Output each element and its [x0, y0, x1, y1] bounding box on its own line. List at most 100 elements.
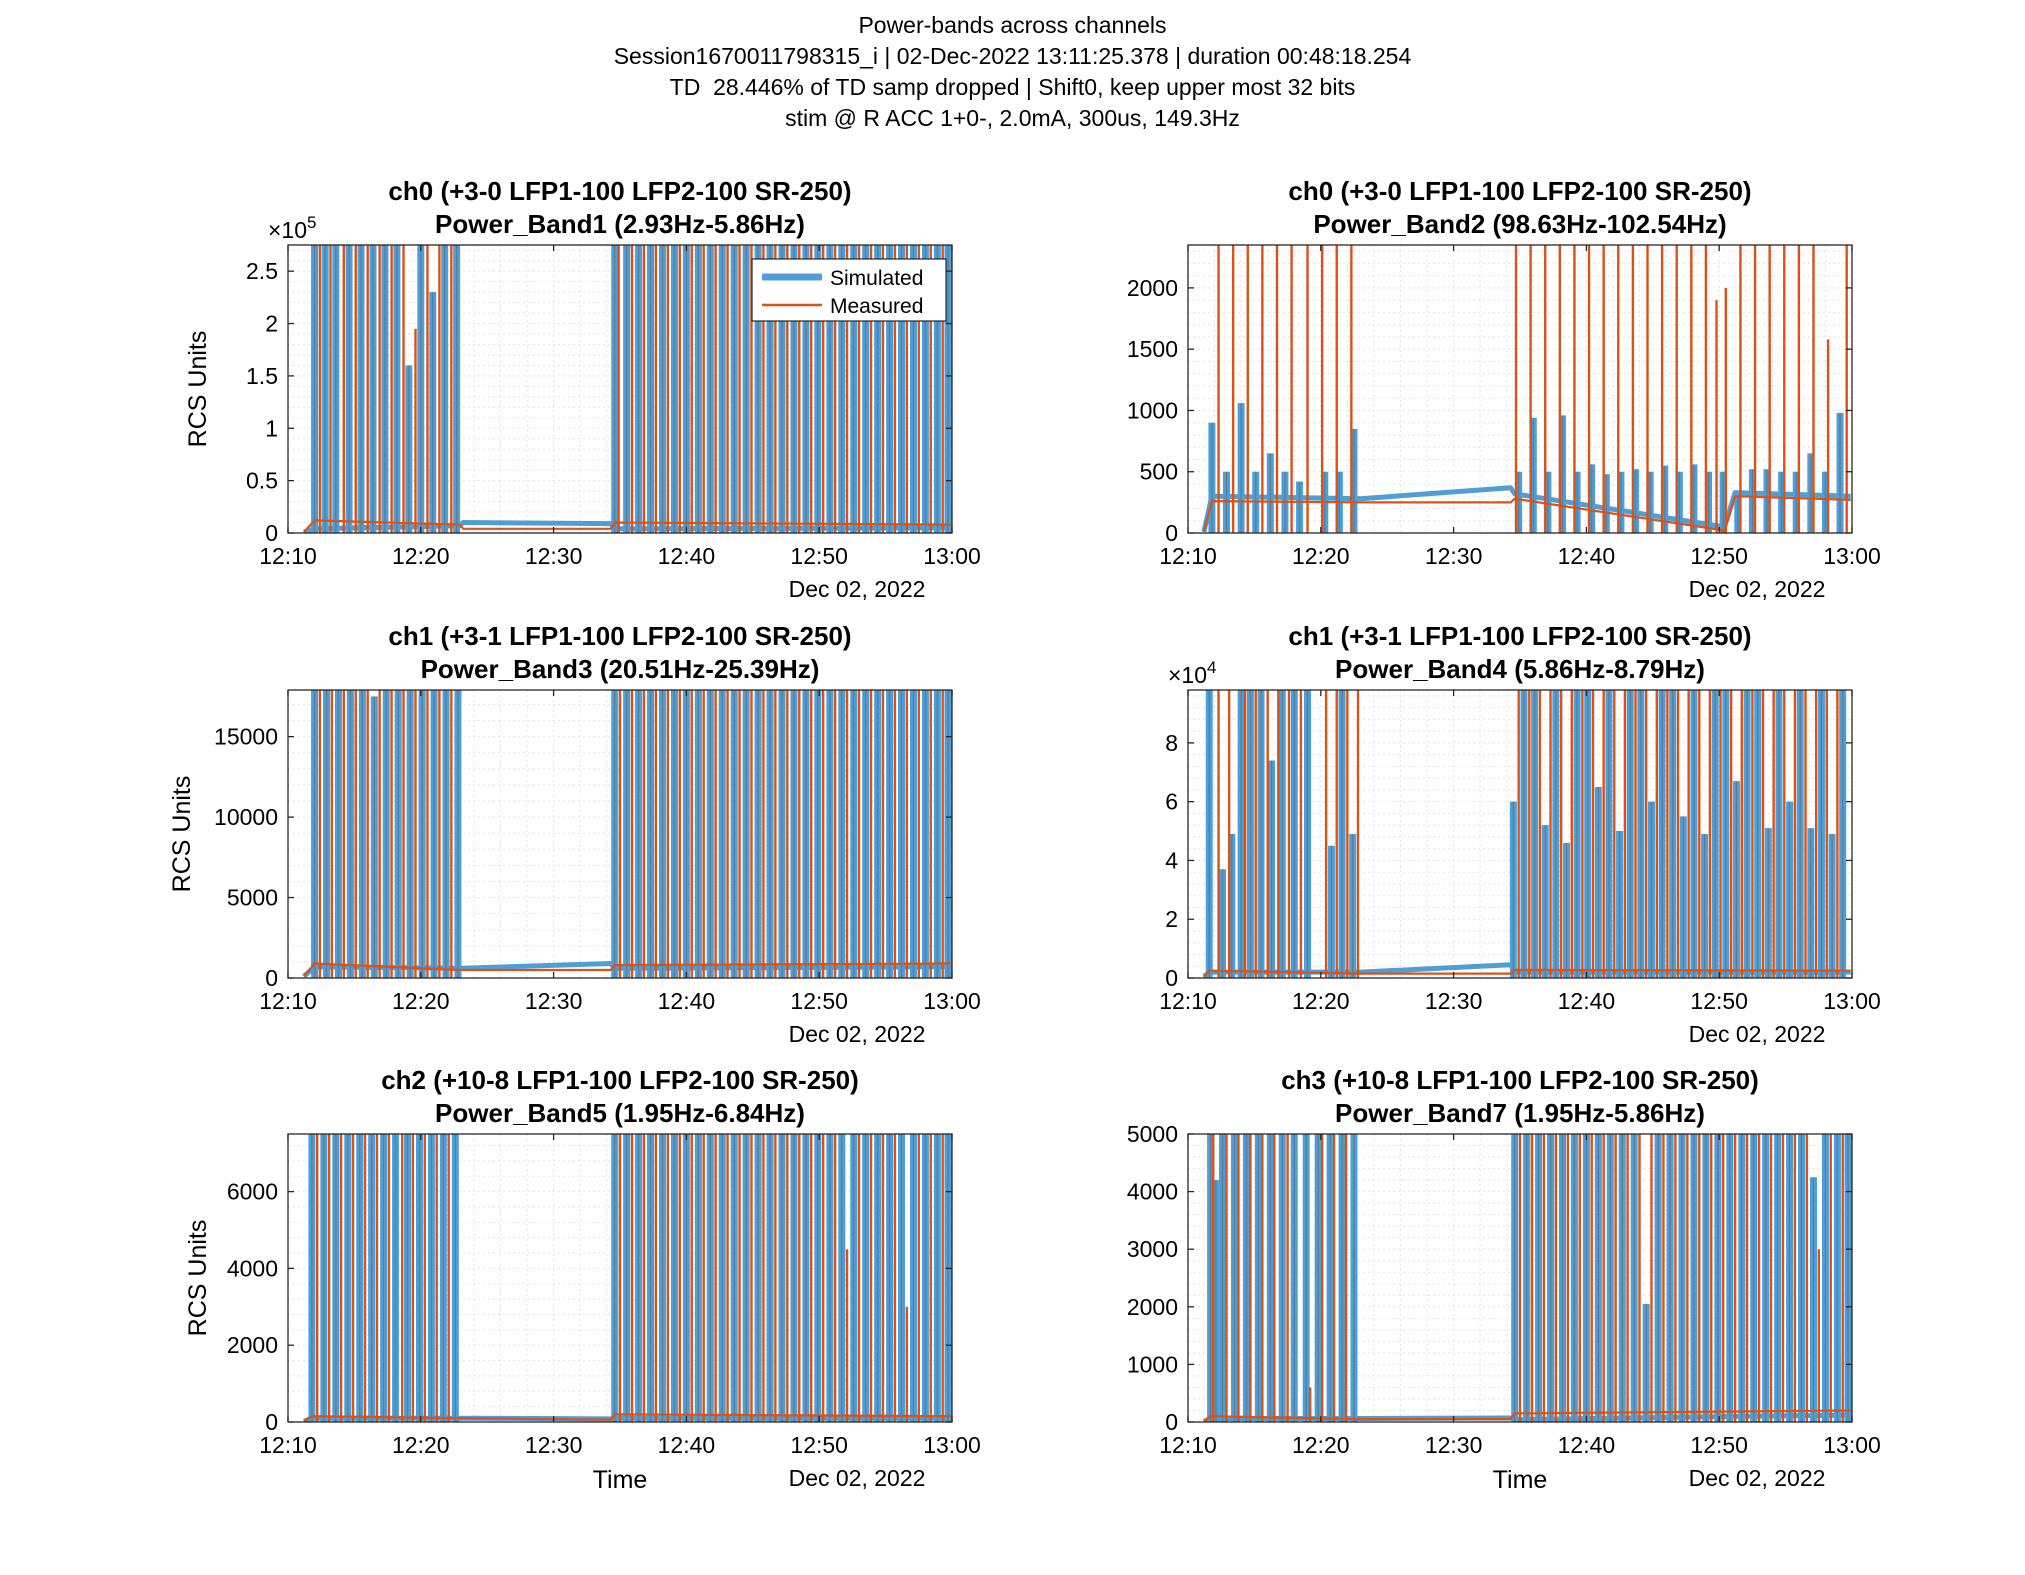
x-tick-label: 12:50	[790, 543, 848, 569]
subplot-4: 12:10 12:20 12:30 12:40 12:50 13:00 Dec 02, 20…	[1159, 621, 1881, 1047]
subplot-title: ch1 (+3-1 LFP1-100 LFP2-100 SR-250)	[388, 621, 851, 651]
y-tick-label: 1000	[1127, 1351, 1178, 1377]
x-date-label: Dec 02, 2022	[789, 576, 926, 602]
x-axis-label: Time	[593, 1466, 648, 1494]
x-tick-label: 12:50	[790, 988, 848, 1014]
y-tick-label: 1000	[1127, 397, 1178, 423]
subplot-title: ch0 (+3-0 LFP1-100 LFP2-100 SR-250)	[388, 176, 851, 206]
subplot-6: 12:10 12:20 12:30 12:40 12:50 13:00 Dec 02, 20…	[1127, 1065, 1881, 1494]
y-tick-label: 4000	[227, 1255, 278, 1281]
x-tick-label: 12:20	[392, 1432, 450, 1458]
axes-box	[1187, 689, 1853, 979]
x-tick-label: 12:40	[658, 1432, 716, 1458]
series-baseline-trace	[303, 519, 951, 533]
x-tick-label: 12:10	[259, 1432, 317, 1458]
x-tick-label: 12:50	[1690, 1432, 1748, 1458]
y-exponent-label: ×104	[1168, 658, 1216, 688]
subplot-subtitle: Power_Band5 (1.95Hz-6.84Hz)	[435, 1098, 805, 1128]
x-tick-label: 12:10	[1159, 1432, 1217, 1458]
series-simulated	[1202, 1134, 1852, 1422]
subplot-1: 12:10 12:20 12:30 12:40 12:50 13:00 Dec 02, 20…	[184, 176, 981, 602]
series-measured	[1202, 245, 1851, 533]
y-axis-label: RCS Units	[168, 776, 196, 893]
subplot-title: ch1 (+3-1 LFP1-100 LFP2-100 SR-250)	[1288, 621, 1751, 651]
y-tick-label: 4	[1165, 847, 1178, 873]
y-tick-label: 1	[265, 415, 278, 441]
axes-box	[287, 1133, 953, 1423]
y-tick-label: 0	[265, 1409, 278, 1435]
subplot-3: 12:10 12:20 12:30 12:40 12:50 13:00 Dec 02, 20…	[168, 621, 981, 1047]
y-tick-label: 2000	[1127, 1294, 1178, 1320]
subplot-subtitle: Power_Band7 (1.95Hz-5.86Hz)	[1335, 1098, 1705, 1128]
y-tick-label: 0	[265, 965, 278, 991]
x-tick-label: 12:50	[1690, 988, 1748, 1014]
y-tick-label: 0	[265, 520, 278, 546]
x-tick-label: 12:30	[1425, 988, 1483, 1014]
figure-suptitle: Power-bands across channels Session16700…	[0, 10, 2025, 134]
y-axis-label: RCS Units	[184, 331, 212, 448]
series-baseline-trace	[303, 1413, 951, 1422]
y-tick-label: 500	[1140, 459, 1178, 485]
legend-box	[751, 258, 947, 322]
y-tick-label: 2.5	[246, 258, 278, 284]
y-tick-label: 0	[1165, 1409, 1178, 1435]
y-axis-label: RCS Units	[184, 1220, 212, 1337]
y-tick-label: 3000	[1127, 1236, 1178, 1262]
y-tick-label: 1.5	[246, 363, 278, 389]
suptitle-line: Session1670011798315_i | 02-Dec-2022 13:…	[613, 43, 1412, 69]
subplot-title: ch0 (+3-0 LFP1-100 LFP2-100 SR-250)	[1288, 176, 1751, 206]
x-tick-label: 12:30	[1425, 1432, 1483, 1458]
suptitle-line: stim @ R ACC 1+0-, 2.0mA, 300us, 149.3Hz	[785, 105, 1240, 131]
legend-label-simulated: Simulated	[830, 267, 923, 290]
x-tick-label: 12:40	[1558, 1432, 1616, 1458]
x-tick-label: 12:10	[1159, 543, 1217, 569]
x-tick-label: 12:40	[658, 543, 716, 569]
x-tick-label: 12:10	[1159, 988, 1217, 1014]
y-tick-label: 2000	[1127, 275, 1178, 301]
y-tick-label: 1500	[1127, 336, 1178, 362]
subplot-subtitle: Power_Band4 (5.86Hz-8.79Hz)	[1335, 654, 1705, 684]
subplot-subtitle: Power_Band2 (98.63Hz-102.54Hz)	[1313, 209, 1726, 239]
x-tick-label: 12:10	[259, 988, 317, 1014]
series-simulated	[303, 245, 952, 533]
suptitle-line: Power-bands across channels	[858, 12, 1167, 38]
subplot-5: 12:10 12:20 12:30 12:40 12:50 13:00 Dec 02, 20…	[184, 1065, 981, 1494]
y-tick-label: 4000	[1127, 1179, 1178, 1205]
x-tick-label: 12:30	[1425, 543, 1483, 569]
series-simulated	[303, 1134, 952, 1422]
y-tick-label: 10000	[214, 804, 278, 830]
y-tick-label: 0	[1165, 965, 1178, 991]
suptitle-line: TD 28.446% of TD samp dropped | Shift0, …	[669, 74, 1356, 100]
axes-box	[287, 244, 953, 534]
subplot-subtitle: Power_Band1 (2.93Hz-5.86Hz)	[435, 209, 805, 239]
y-exponent-label: ×105	[268, 213, 316, 243]
x-tick-label: 13:00	[1823, 1432, 1881, 1458]
x-tick-label: 12:20	[392, 988, 450, 1014]
y-tick-label: 2000	[227, 1332, 278, 1358]
y-tick-label: 2	[1165, 906, 1178, 932]
x-tick-label: 13:00	[1823, 543, 1881, 569]
x-date-label: Dec 02, 2022	[789, 1021, 926, 1047]
x-tick-label: 12:20	[1292, 988, 1350, 1014]
series-simulated	[302, 690, 952, 978]
series-measured	[303, 690, 951, 978]
x-tick-label: 12:40	[1558, 543, 1616, 569]
x-date-label: Dec 02, 2022	[789, 1465, 926, 1491]
y-tick-label: 2	[265, 311, 278, 337]
axes-box	[1187, 244, 1853, 534]
x-axis-label: Time	[1493, 1466, 1548, 1494]
series-measured	[1203, 1134, 1851, 1422]
axes-box	[287, 689, 953, 979]
x-tick-label: 13:00	[923, 543, 981, 569]
x-tick-label: 12:40	[1558, 988, 1616, 1014]
x-tick-label: 12:30	[525, 1432, 583, 1458]
x-tick-label: 13:00	[923, 988, 981, 1014]
series-measured	[1203, 690, 1851, 978]
x-tick-label: 12:20	[392, 543, 450, 569]
y-tick-label: 6000	[227, 1179, 278, 1205]
legend: Simulated Measured	[751, 258, 947, 322]
x-tick-label: 13:00	[1823, 988, 1881, 1014]
x-tick-label: 12:20	[1292, 543, 1350, 569]
subplot-title: ch2 (+10-8 LFP1-100 LFP2-100 SR-250)	[381, 1065, 859, 1095]
